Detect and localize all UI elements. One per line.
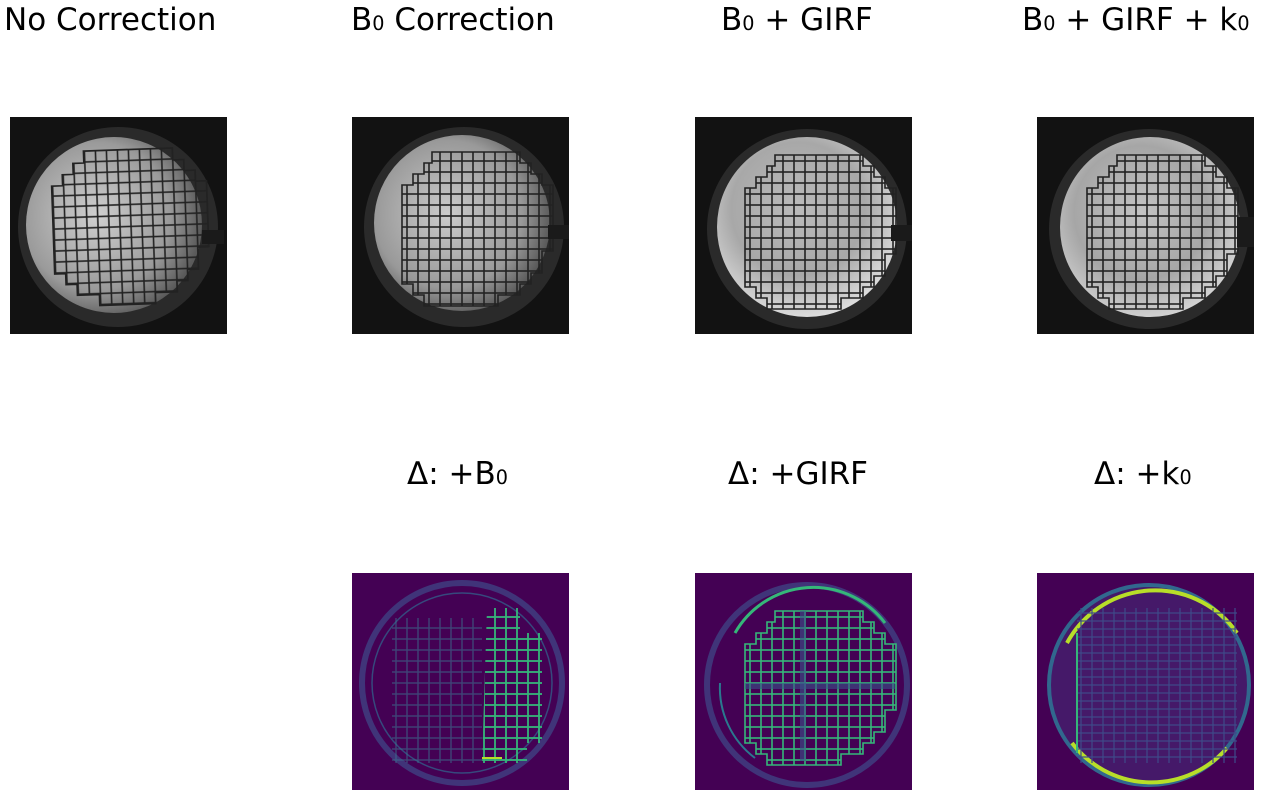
title-delta-girf: Δ: +GIRF bbox=[728, 456, 869, 492]
diff-map-girf bbox=[695, 573, 912, 790]
title-b0-correction: B0 Correction bbox=[351, 2, 555, 38]
mr-image-b0-girf bbox=[695, 117, 912, 334]
title-delta-b0: Δ: +B0 bbox=[407, 456, 508, 492]
diff-map-b0 bbox=[352, 573, 569, 790]
diff-map-k0 bbox=[1037, 573, 1254, 790]
mr-image-no-correction bbox=[10, 117, 227, 334]
title-b0-girf-k0: B0 + GIRF + k0 bbox=[1022, 2, 1250, 38]
title-delta-k0: Δ: +k0 bbox=[1094, 456, 1192, 492]
title-b0-girf: B0 + GIRF bbox=[721, 2, 873, 38]
mr-image-b0-correction bbox=[352, 117, 569, 334]
mr-image-b0-girf-k0 bbox=[1037, 117, 1254, 334]
title-no-correction: No Correction bbox=[4, 2, 217, 38]
